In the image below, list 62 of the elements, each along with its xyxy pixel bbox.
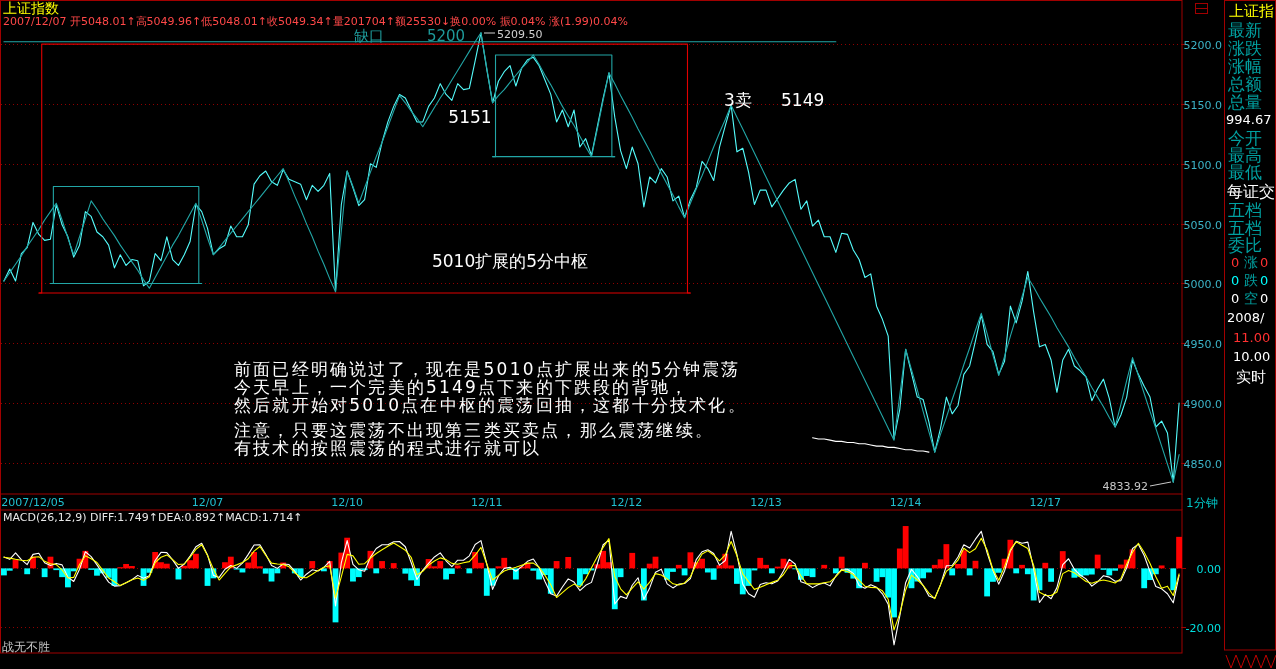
text: 2007/12/07 开5048.01↑高5049.96↑低5048.01↑收5049.34↑量201704↑额25530↓换0.00% 振0.04% 涨(1.99)0.04% (3, 14, 629, 28)
x-tick-label: 12/07 (191, 496, 224, 509)
text: 跌 (1244, 272, 1258, 288)
text: 今开 (1228, 128, 1262, 148)
annotation: 5149 (781, 90, 825, 110)
text: 0 (1231, 291, 1240, 306)
chart-title: MACD(26,12,9) DIFF:1.749↑DEA:0.892↑MACD:1.714↑ (3, 511, 303, 524)
text: 委比 (1228, 235, 1262, 255)
y-tick-label: 0.00 (1196, 562, 1221, 576)
text: 0 (1260, 273, 1269, 288)
text: 最低 (1228, 162, 1262, 182)
text: 11.00 (1233, 330, 1271, 345)
text: 最高 (1228, 145, 1262, 165)
y-tick-label: 4950.0 (1183, 337, 1222, 351)
y-tick-label: 4900.0 (1183, 397, 1222, 411)
annotation: 5200 (426, 27, 466, 45)
text: 2008/ (1227, 310, 1266, 325)
y-tick-label: 5100.0 (1183, 158, 1222, 172)
text: 实时 (1236, 368, 1266, 386)
text: 每证交 (1227, 182, 1275, 201)
annotation: 注意，只要这震荡不出现第三类买卖点，那么震荡继续。 (234, 420, 714, 440)
x-tick-label: 12/13 (750, 496, 782, 509)
text: 总量 (1227, 92, 1262, 112)
text: 空 (1244, 290, 1258, 306)
text: 0 (1260, 255, 1269, 270)
y-tick-label: 5150.0 (1183, 98, 1222, 112)
text: 涨跌 (1228, 38, 1262, 58)
annotation: 战无不胜 (2, 640, 50, 654)
text: 10.00 (1233, 349, 1271, 364)
y-tick-label: 5000.0 (1183, 277, 1222, 291)
annotation: 4833.92 (1102, 480, 1148, 493)
x-tick-label: 12/10 (331, 496, 364, 509)
annotation: 5151 (448, 107, 492, 127)
annotation: 5010扩展的5分中枢 (431, 251, 589, 271)
y-tick-label: 4850.0 (1183, 457, 1222, 471)
y-tick-label: -20.00 (1185, 621, 1221, 635)
y-tick-label: 5200.0 (1183, 38, 1222, 52)
text: 五档 (1228, 218, 1262, 238)
annotation: 今天早上，一个完美的5149点下来的下跌段的背驰， (234, 377, 690, 397)
chart-title: 上证指数 (3, 0, 59, 16)
x-tick-label: 2007/12/05 (1, 496, 65, 509)
text: 涨 (1244, 254, 1258, 270)
annotation: 3卖 (724, 90, 752, 110)
text: 五档 (1228, 200, 1262, 220)
y-tick-label: 5050.0 (1183, 218, 1222, 232)
text: 1分钟 (1186, 496, 1218, 510)
text: 最新 (1228, 20, 1262, 40)
text: 涨幅 (1228, 56, 1262, 76)
annotation: 缺口 (354, 27, 384, 45)
x-tick-label: 12/17 (1029, 496, 1062, 509)
text: 994.67 (1226, 112, 1272, 127)
text: 总额 (1227, 74, 1262, 94)
x-tick-label: 12/11 (470, 496, 503, 509)
annotation: 前面已经明确说过了，现在是5010点扩展出来的5分钟震荡 (234, 359, 741, 379)
x-tick-label: 12/12 (610, 496, 643, 509)
text: 0 (1231, 273, 1240, 288)
x-tick-label: 12/14 (889, 496, 922, 509)
annotation: 5209.50 (497, 27, 543, 41)
text: 上证指 (1229, 2, 1274, 20)
text: 0 (1260, 291, 1269, 306)
annotation: 有技术的按照震荡的程式进行就可以 (234, 437, 542, 458)
text: 0 (1231, 255, 1240, 270)
